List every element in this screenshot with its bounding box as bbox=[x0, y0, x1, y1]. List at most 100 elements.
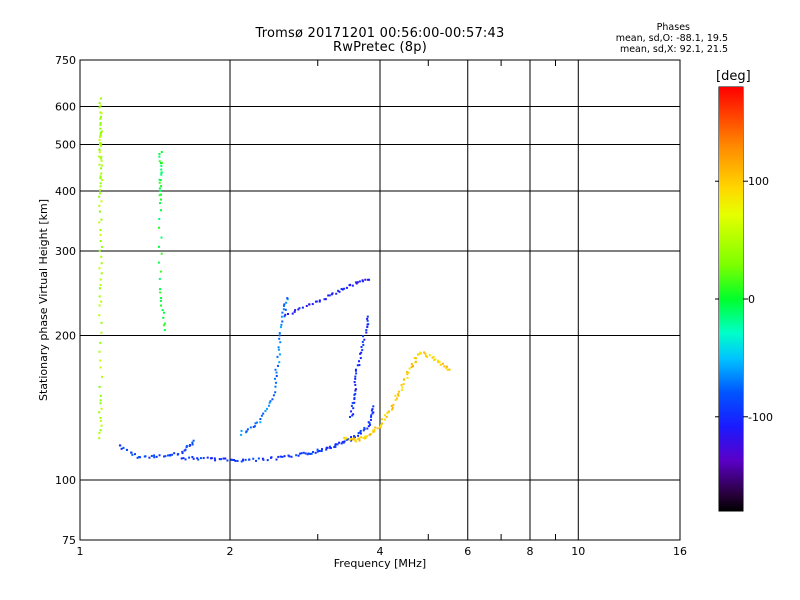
data-point bbox=[438, 361, 441, 364]
data-point bbox=[281, 455, 284, 458]
data-point bbox=[353, 396, 356, 399]
data-point bbox=[358, 437, 361, 440]
data-point bbox=[98, 149, 101, 152]
data-point bbox=[355, 282, 358, 285]
data-point bbox=[268, 401, 271, 404]
data-point bbox=[100, 331, 103, 334]
data-point bbox=[99, 177, 102, 180]
data-point bbox=[100, 164, 103, 167]
data-point bbox=[160, 252, 163, 255]
data-point bbox=[246, 428, 249, 431]
data-point bbox=[281, 320, 284, 323]
data-point bbox=[297, 454, 300, 457]
data-point bbox=[98, 350, 101, 353]
data-point bbox=[99, 192, 102, 195]
data-point bbox=[380, 424, 383, 427]
data-point bbox=[309, 452, 312, 455]
data-point bbox=[184, 458, 187, 461]
data-point bbox=[275, 381, 278, 384]
data-point bbox=[98, 102, 101, 105]
legend-x-mode-stats: mean, sd,X: 92.1, 21.5 bbox=[619, 44, 728, 55]
data-point bbox=[101, 130, 104, 133]
data-point bbox=[412, 365, 415, 368]
data-point bbox=[159, 299, 162, 302]
data-point bbox=[364, 435, 367, 438]
data-point bbox=[262, 412, 265, 415]
data-point bbox=[298, 307, 301, 310]
data-point bbox=[99, 366, 102, 369]
data-point bbox=[350, 436, 353, 439]
data-point bbox=[240, 460, 243, 463]
data-point bbox=[271, 398, 274, 401]
data-point bbox=[242, 458, 245, 461]
data-point bbox=[402, 383, 405, 386]
data-point bbox=[160, 173, 163, 176]
data-point bbox=[161, 309, 164, 312]
data-point bbox=[386, 412, 389, 415]
data-point bbox=[362, 436, 365, 439]
data-point bbox=[99, 111, 102, 114]
data-point bbox=[99, 144, 102, 147]
data-point bbox=[431, 356, 434, 359]
data-point bbox=[98, 304, 101, 307]
data-point bbox=[354, 388, 357, 391]
data-point bbox=[359, 357, 362, 360]
data-point bbox=[335, 292, 338, 295]
data-point bbox=[365, 329, 368, 332]
data-point bbox=[372, 429, 375, 432]
data-point bbox=[98, 155, 101, 158]
data-point bbox=[274, 385, 277, 388]
data-point bbox=[363, 338, 366, 341]
data-point bbox=[159, 270, 162, 273]
data-point bbox=[283, 315, 286, 318]
data-point bbox=[351, 438, 354, 441]
data-point bbox=[448, 368, 451, 371]
data-point bbox=[419, 352, 422, 355]
data-point bbox=[401, 386, 404, 389]
data-point bbox=[99, 429, 102, 432]
data-point bbox=[98, 287, 101, 290]
data-point bbox=[445, 366, 448, 369]
data-point bbox=[327, 294, 330, 297]
data-point bbox=[259, 418, 262, 421]
data-point bbox=[99, 419, 102, 422]
data-point bbox=[98, 431, 101, 434]
data-point bbox=[356, 437, 359, 440]
data-point bbox=[354, 368, 357, 371]
data-point bbox=[272, 394, 275, 397]
data-point bbox=[345, 438, 348, 441]
data-point bbox=[162, 316, 165, 319]
data-point bbox=[278, 337, 281, 340]
data-point bbox=[367, 323, 370, 326]
data-point bbox=[354, 369, 357, 372]
data-point bbox=[231, 458, 234, 461]
data-point bbox=[232, 458, 235, 461]
data-point bbox=[358, 439, 361, 442]
data-point bbox=[282, 308, 285, 311]
data-point bbox=[260, 414, 263, 417]
data-point bbox=[365, 331, 368, 334]
data-point bbox=[278, 332, 281, 335]
data-point bbox=[99, 394, 102, 397]
data-point bbox=[159, 291, 162, 294]
colorbar-tick-label: 0 bbox=[748, 293, 755, 306]
data-point bbox=[318, 300, 321, 303]
data-point bbox=[99, 278, 102, 281]
data-point bbox=[301, 306, 304, 309]
data-point bbox=[344, 438, 347, 441]
data-point bbox=[167, 454, 170, 457]
data-point bbox=[126, 449, 129, 452]
data-point bbox=[341, 441, 344, 444]
data-point bbox=[315, 300, 318, 303]
data-point bbox=[100, 172, 103, 175]
data-point bbox=[100, 321, 103, 324]
data-point bbox=[269, 400, 272, 403]
data-point bbox=[158, 181, 161, 184]
data-point bbox=[343, 436, 346, 439]
data-point bbox=[98, 221, 101, 224]
data-point bbox=[98, 295, 101, 298]
data-point bbox=[376, 427, 379, 430]
data-point bbox=[355, 372, 358, 375]
data-point bbox=[99, 399, 102, 402]
data-point bbox=[99, 104, 102, 107]
